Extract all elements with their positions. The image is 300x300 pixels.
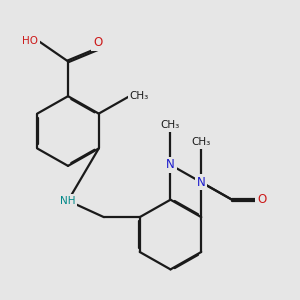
Text: NH: NH: [60, 196, 76, 206]
Text: CH₃: CH₃: [192, 137, 211, 147]
Text: N: N: [166, 158, 175, 171]
Text: N: N: [197, 176, 206, 189]
Text: CH₃: CH₃: [130, 91, 149, 101]
Text: O: O: [93, 36, 102, 49]
Text: O: O: [257, 193, 266, 206]
Text: HO: HO: [22, 36, 38, 46]
Text: CH₃: CH₃: [161, 120, 180, 130]
